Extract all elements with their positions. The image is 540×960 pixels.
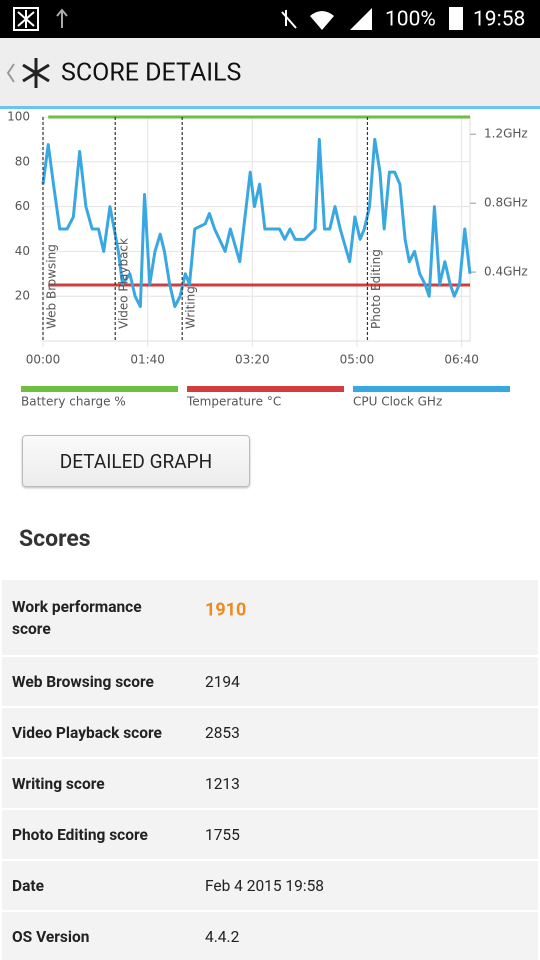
y-tick-label: 40	[15, 244, 30, 258]
scores-heading: Scores	[19, 525, 91, 552]
y-tick-label: 80	[15, 154, 30, 168]
status-icons: 100% 19:58	[13, 7, 525, 32]
score-label: OS Version	[12, 927, 90, 946]
section-label: Web Browsing	[45, 244, 59, 329]
legend-label: CPU Clock GHz	[353, 395, 442, 409]
usb-icon	[56, 8, 68, 28]
score-label: Web Browsing score	[12, 672, 154, 691]
status-bar: 100% 19:58	[0, 0, 540, 38]
x-tick-label: 06:40	[444, 353, 479, 367]
x-tick-label: 00:00	[26, 353, 61, 367]
score-value: 1755	[205, 825, 240, 844]
x-tick-label: 01:40	[130, 353, 165, 367]
app-bar: SCORE DETAILS	[0, 38, 540, 109]
y2-tick-label: 0.4GHz	[484, 265, 528, 279]
app-bar-content: SCORE DETAILS	[6, 58, 241, 88]
wifi-icon	[310, 11, 334, 30]
score-value: Feb 4 2015 19:58	[205, 876, 325, 895]
mute-icon	[281, 10, 297, 29]
score-label: Work performance score	[12, 597, 142, 638]
score-row: Writing score 1213	[2, 757, 538, 808]
score-row: Web Browsing score 2194	[2, 655, 538, 706]
y2-tick-label: 0.8GHz	[484, 196, 528, 210]
score-label: Writing score	[12, 774, 105, 793]
detailed-graph-button[interactable]: DETAILED GRAPH	[22, 435, 250, 487]
legend-label: Temperature °C	[186, 395, 281, 409]
y-tick-label: 20	[15, 289, 30, 303]
score-row: Work performance score 1910	[2, 578, 538, 655]
x-tick-label: 03:20	[235, 353, 270, 367]
back-arrow[interactable]	[6, 63, 15, 83]
battery-icon	[449, 7, 463, 30]
score-value: 4.4.2	[205, 927, 240, 946]
score-row: Photo Editing score 1755	[2, 808, 538, 859]
score-label: Video Playback score	[12, 723, 162, 742]
signal-icon	[350, 8, 372, 30]
battery-text: 100%	[385, 8, 436, 32]
chart: 20 40 60 80 100 0.4GHz 0.8GHz 1.2GHz 00:00 01:40 0…	[7, 110, 528, 409]
section-label: Photo Editing	[369, 249, 383, 329]
score-label: Photo Editing score	[12, 825, 148, 844]
section-label: Video Playback	[117, 238, 131, 329]
y2-tick-label: 1.2GHz	[484, 127, 528, 141]
section-label: Writing	[184, 286, 198, 329]
score-value: 2194	[205, 672, 240, 691]
legend-label: Battery charge %	[21, 395, 126, 409]
score-row: Video Playback score 2853	[2, 706, 538, 757]
clock: 19:58	[473, 8, 525, 32]
snowflake-small	[17, 10, 35, 28]
legend-swatch	[353, 386, 510, 392]
score-row: OS Version 4.4.2	[2, 910, 538, 960]
x-tick-label: 05:00	[340, 353, 375, 367]
score-row: Date Feb 4 2015 19:58	[2, 859, 538, 910]
score-value: 2853	[205, 723, 240, 742]
series-line	[41, 137, 472, 309]
score-label: Date	[12, 876, 44, 895]
y-tick-label: 60	[15, 199, 30, 213]
notification-icon	[13, 7, 39, 31]
app-logo	[22, 58, 50, 88]
legend-swatch	[21, 386, 178, 392]
score-value: 1910	[205, 599, 247, 621]
score-value: 1213	[205, 774, 240, 793]
app-title: SCORE DETAILS	[61, 59, 241, 88]
scores-table: Work performance score 1910 Web Browsing s…	[2, 578, 538, 960]
legend-swatch	[187, 386, 344, 392]
y-tick-label: 100	[7, 110, 30, 124]
